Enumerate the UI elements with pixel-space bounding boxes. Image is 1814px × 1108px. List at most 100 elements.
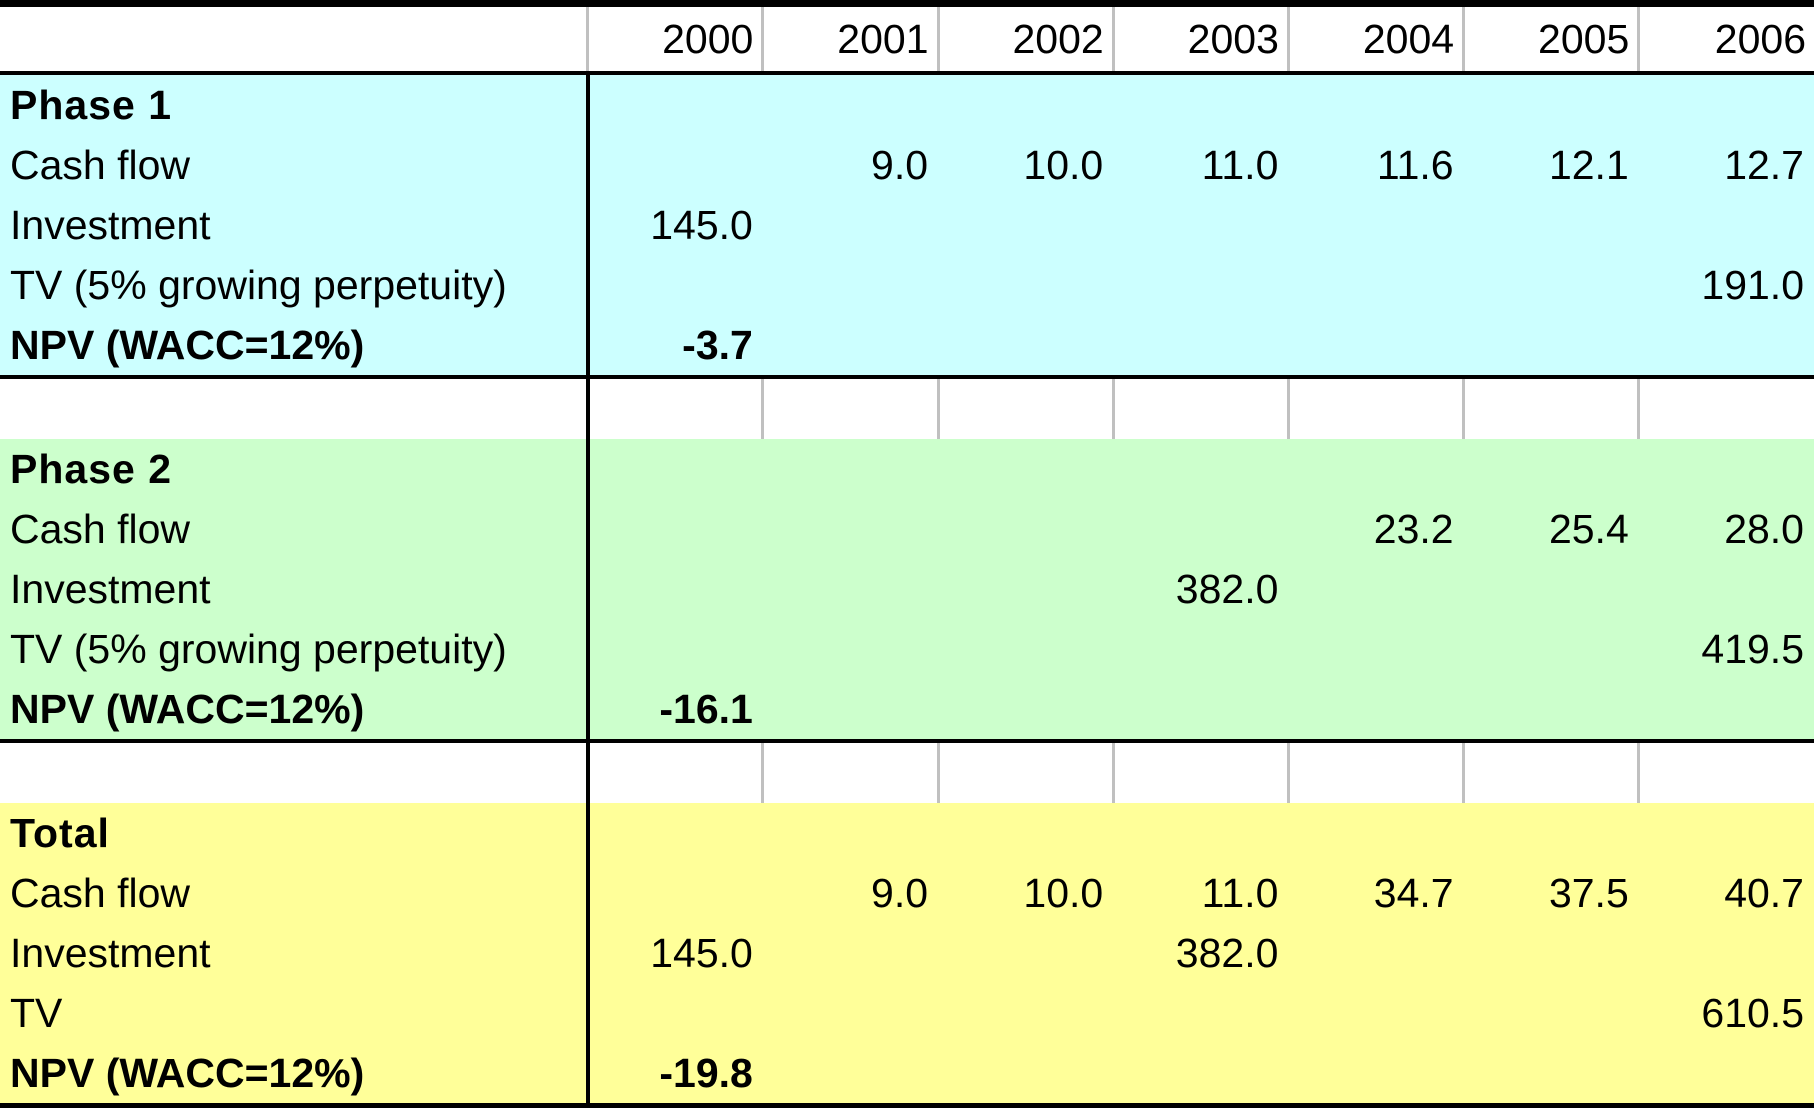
- npv-value[interactable]: -3.7: [587, 315, 763, 379]
- cell[interactable]: [587, 559, 763, 619]
- total-title[interactable]: Total: [0, 803, 590, 863]
- cell[interactable]: [762, 923, 939, 983]
- cell[interactable]: [1288, 923, 1464, 983]
- phase1-npv-row: NPV (WACC=12%) -3.7: [0, 315, 1814, 379]
- npv-value[interactable]: -16.1: [587, 679, 763, 743]
- cell[interactable]: [587, 619, 763, 679]
- phase1-cash-flow-row: Cash flow 9.0 10.0 11.0 11.6 12.1 12.7: [0, 135, 1814, 195]
- year-header-row: 2000 2001 2002 2003 2004 2005 2006: [0, 0, 1814, 75]
- cell[interactable]: [938, 255, 1114, 315]
- cell[interactable]: [587, 255, 763, 315]
- year-header-2002[interactable]: 2002: [936, 0, 1114, 75]
- year-header-2005[interactable]: 2005: [1462, 0, 1639, 75]
- cell[interactable]: [1638, 923, 1814, 983]
- cell[interactable]: [587, 983, 763, 1043]
- cell[interactable]: [1638, 559, 1814, 619]
- npv-value[interactable]: -19.8: [587, 1043, 763, 1108]
- cell[interactable]: 12.7: [1638, 135, 1814, 195]
- row-label[interactable]: TV (5% growing perpetuity): [0, 619, 590, 679]
- row-label[interactable]: NPV (WACC=12%): [0, 679, 590, 743]
- cell[interactable]: [1463, 195, 1639, 255]
- year-header-2003[interactable]: 2003: [1111, 0, 1289, 75]
- year-header-2006[interactable]: 2006: [1637, 0, 1814, 75]
- cell[interactable]: [1113, 195, 1289, 255]
- cell[interactable]: 9.0: [762, 135, 939, 195]
- cell[interactable]: [1113, 619, 1289, 679]
- cell[interactable]: 11.0: [1113, 863, 1289, 923]
- cell[interactable]: 10.0: [938, 135, 1114, 195]
- cell[interactable]: [1638, 195, 1814, 255]
- cell[interactable]: 9.0: [762, 863, 939, 923]
- cell[interactable]: [762, 983, 939, 1043]
- cell[interactable]: [1463, 923, 1639, 983]
- cell[interactable]: 11.0: [1113, 135, 1289, 195]
- cell[interactable]: [587, 135, 763, 195]
- year-header-2004[interactable]: 2004: [1286, 0, 1464, 75]
- phase1-tv-row: TV (5% growing perpetuity) 191.0: [0, 255, 1814, 315]
- cell[interactable]: 23.2: [1288, 499, 1464, 559]
- cell[interactable]: [587, 499, 763, 559]
- row-label[interactable]: Investment: [0, 195, 590, 255]
- cell[interactable]: 40.7: [1638, 863, 1814, 923]
- cell[interactable]: 12.1: [1463, 135, 1639, 195]
- cell[interactable]: [1288, 195, 1464, 255]
- cell[interactable]: 10.0: [938, 863, 1114, 923]
- cell[interactable]: 28.0: [1638, 499, 1814, 559]
- row-label[interactable]: NPV (WACC=12%): [0, 315, 590, 379]
- year-header-2000[interactable]: 2000: [586, 0, 763, 75]
- phase1-title[interactable]: Phase 1: [0, 73, 590, 135]
- total-tv-row: TV 610.5: [0, 983, 1814, 1043]
- cell[interactable]: [1113, 499, 1289, 559]
- cell[interactable]: [938, 923, 1114, 983]
- cell[interactable]: 382.0: [1113, 559, 1289, 619]
- corner-cell[interactable]: [0, 0, 588, 75]
- row-label[interactable]: Investment: [0, 559, 590, 619]
- cell[interactable]: 37.5: [1463, 863, 1639, 923]
- cell[interactable]: [938, 983, 1114, 1043]
- cell[interactable]: [1288, 255, 1464, 315]
- phase2-title-row: Phase 2: [0, 439, 1814, 499]
- cell[interactable]: [1288, 619, 1464, 679]
- cell[interactable]: [762, 619, 939, 679]
- cell[interactable]: 34.7: [1288, 863, 1464, 923]
- cell[interactable]: 25.4: [1463, 499, 1639, 559]
- cell[interactable]: [1463, 255, 1639, 315]
- cell[interactable]: [938, 559, 1114, 619]
- cell[interactable]: [1113, 983, 1289, 1043]
- total-investment-row: Investment 145.0 382.0: [0, 923, 1814, 983]
- row-label[interactable]: Cash flow: [0, 499, 590, 559]
- cell[interactable]: [762, 559, 939, 619]
- cell[interactable]: [762, 255, 939, 315]
- cell[interactable]: 419.5: [1638, 619, 1814, 679]
- cell[interactable]: 382.0: [1113, 923, 1289, 983]
- cell[interactable]: [1463, 619, 1639, 679]
- cell[interactable]: [587, 863, 763, 923]
- cell[interactable]: 610.5: [1638, 983, 1814, 1043]
- cell[interactable]: 191.0: [1638, 255, 1814, 315]
- phase2-investment-row: Investment 382.0: [0, 559, 1814, 619]
- cell[interactable]: 145.0: [587, 195, 763, 255]
- phase2-title[interactable]: Phase 2: [0, 439, 590, 499]
- cell[interactable]: 145.0: [587, 923, 763, 983]
- phase1-title-row: Phase 1: [0, 73, 1814, 135]
- cell[interactable]: [762, 499, 939, 559]
- cell[interactable]: [1463, 983, 1639, 1043]
- row-label[interactable]: Investment: [0, 923, 590, 983]
- cell[interactable]: [938, 195, 1114, 255]
- row-label[interactable]: Cash flow: [0, 135, 590, 195]
- row-label[interactable]: Cash flow: [0, 863, 590, 923]
- row-label[interactable]: NPV (WACC=12%): [0, 1043, 590, 1108]
- row-label[interactable]: TV (5% growing perpetuity): [0, 255, 590, 315]
- year-header-2001[interactable]: 2001: [761, 0, 939, 75]
- cell[interactable]: [938, 619, 1114, 679]
- cell[interactable]: [1288, 983, 1464, 1043]
- phase2-npv-row: NPV (WACC=12%) -16.1: [0, 679, 1814, 743]
- cell[interactable]: [762, 195, 939, 255]
- row-label[interactable]: TV: [0, 983, 590, 1043]
- cell[interactable]: [1113, 255, 1289, 315]
- spacer-row: [0, 377, 1814, 439]
- cell[interactable]: 11.6: [1288, 135, 1464, 195]
- cell[interactable]: [938, 499, 1114, 559]
- cell[interactable]: [1463, 559, 1639, 619]
- cell[interactable]: [1288, 559, 1464, 619]
